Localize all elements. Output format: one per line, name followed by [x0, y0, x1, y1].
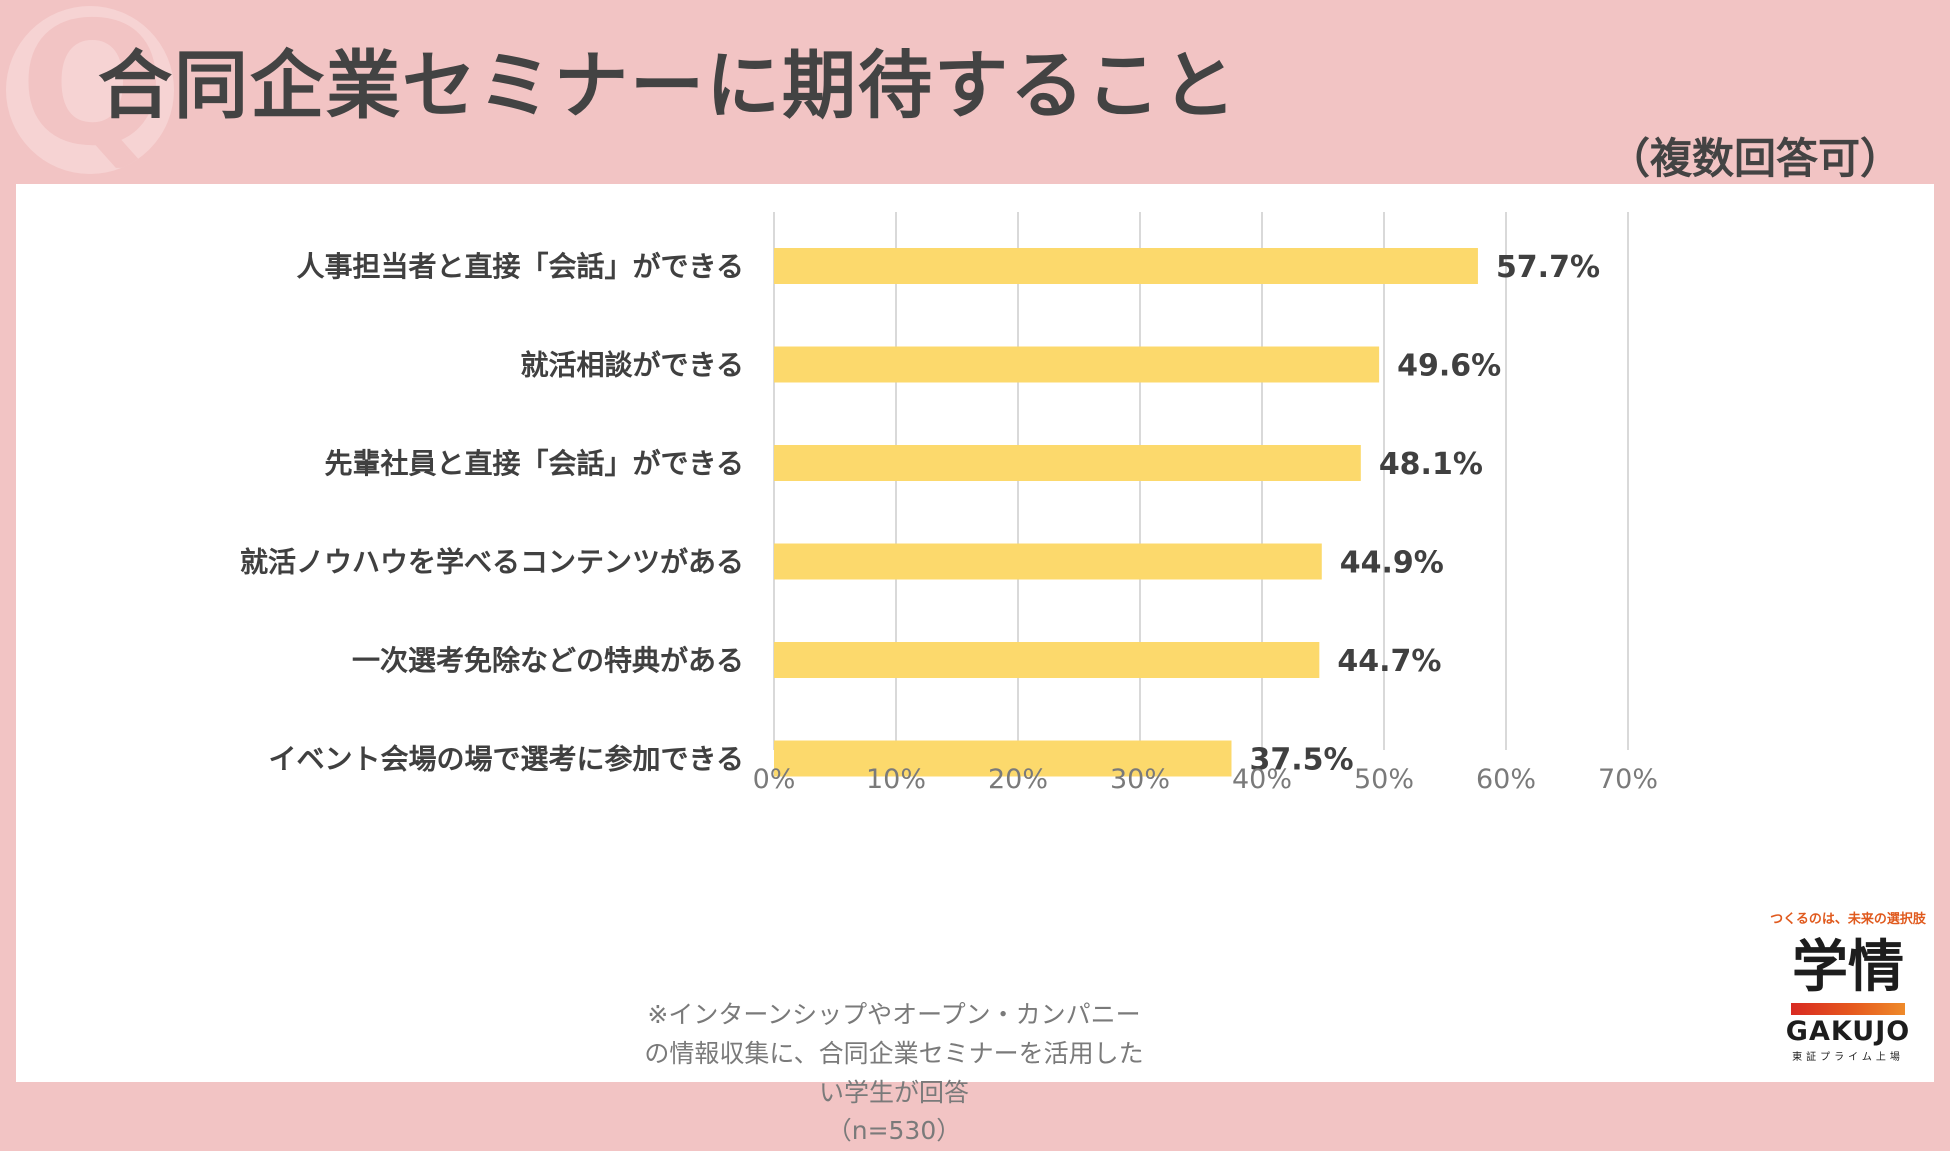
- value-labels: 57.7%49.6%48.1%44.9%44.7%37.5%1.6%: [1250, 250, 1601, 778]
- bar: [774, 543, 1322, 580]
- logo-color-bar: [1791, 1002, 1905, 1015]
- x-tick-label: 60%: [1476, 764, 1536, 795]
- logo-mark: 学情: [1792, 935, 1904, 1000]
- page-title: 合同企業セミナーに期待すること: [98, 43, 1238, 129]
- data-label: 44.9%: [1340, 546, 1444, 581]
- data-label: 48.1%: [1379, 447, 1483, 482]
- bar: [774, 445, 1361, 481]
- category-labels: 人事担当者と直接「会話」ができる就活相談ができる先輩社員と直接「会話」ができる就…: [240, 250, 744, 776]
- footnote-line-1: ※インターンシップやオープン・カンパニーの情報収集に、合同企業セミナーを活用した…: [644, 1000, 1144, 1107]
- bar: [774, 642, 1320, 678]
- category-label: 就活相談ができる: [521, 349, 744, 382]
- category-label: 人事担当者と直接「会話」ができる: [297, 250, 744, 283]
- x-tick-label: 40%: [1232, 764, 1292, 795]
- q-mark-icon: Q: [6, 6, 174, 174]
- bar: [774, 248, 1478, 284]
- page-subtitle: （複数回答可）: [1607, 134, 1902, 183]
- logo-listing: 東証プライム上場: [1792, 1052, 1904, 1064]
- chart-panel: 人事担当者と直接「会話」ができる就活相談ができる先輩社員と直接「会話」ができる就…: [16, 184, 1934, 1145]
- x-tick-label: 30%: [1110, 764, 1170, 795]
- footnote: ※インターンシップやオープン・カンパニーの情報収集に、合同企業セミナーを活用した…: [644, 996, 1144, 1151]
- category-label: 先輩社員と直接「会話」ができる: [325, 447, 744, 480]
- category-label: 就活ノウハウを学べるコンテンツがある: [240, 546, 744, 579]
- bar: [774, 740, 1232, 777]
- bars: [774, 248, 1478, 777]
- gakujo-logo: つくるのは、未来の選択肢 学情 GAKUJO 東証プライム上場: [1764, 908, 1932, 1063]
- x-tick-label: 20%: [988, 764, 1048, 795]
- logo-tagline: つくるのは、未来の選択肢: [1770, 912, 1926, 927]
- data-label: 49.6%: [1397, 349, 1501, 384]
- data-label: 57.7%: [1496, 250, 1600, 285]
- bar-chart: 人事担当者と直接「会話」ができる就活相談ができる先輩社員と直接「会話」ができる就…: [240, 212, 1658, 795]
- data-label: 44.7%: [1337, 644, 1441, 679]
- x-axis-ticks: 0% 10% 20% 30% 40% 50% 60% 70%: [753, 764, 1658, 795]
- x-tick-label: 0%: [753, 764, 796, 795]
- category-label: 一次選考免除などの特典がある: [352, 644, 744, 677]
- x-tick-label: 10%: [866, 764, 926, 795]
- x-tick-label: 70%: [1598, 764, 1658, 795]
- category-label: イベント会場の場で選考に参加できる: [269, 743, 744, 776]
- footnote-sample-size: （n=530）: [826, 1116, 962, 1146]
- x-tick-label: 50%: [1354, 764, 1414, 795]
- logo-wordmark: GAKUJO: [1785, 1015, 1911, 1047]
- bar: [774, 346, 1380, 383]
- data-label: 37.5%: [1250, 743, 1354, 778]
